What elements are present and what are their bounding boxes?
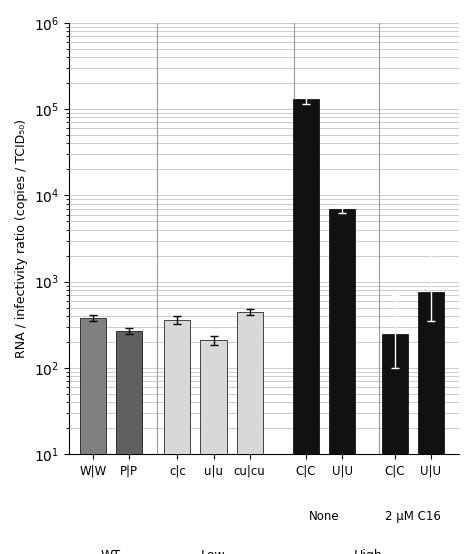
Text: Low: Low [201, 549, 226, 554]
Bar [382, 334, 408, 554]
Bar [201, 340, 227, 554]
Text: High: High [354, 549, 383, 554]
Bar [293, 99, 319, 554]
Bar [237, 311, 263, 554]
Y-axis label: RNA / infectivity ratio (copies / TCID₅₀): RNA / infectivity ratio (copies / TCID₅₀… [15, 119, 28, 358]
Bar [329, 209, 356, 554]
Bar [116, 331, 142, 554]
Text: WT: WT [101, 549, 121, 554]
Bar [80, 318, 106, 554]
Bar [164, 320, 191, 554]
Text: 2 μM C16: 2 μM C16 [385, 510, 441, 524]
Text: None: None [309, 510, 339, 524]
Bar [418, 293, 444, 554]
